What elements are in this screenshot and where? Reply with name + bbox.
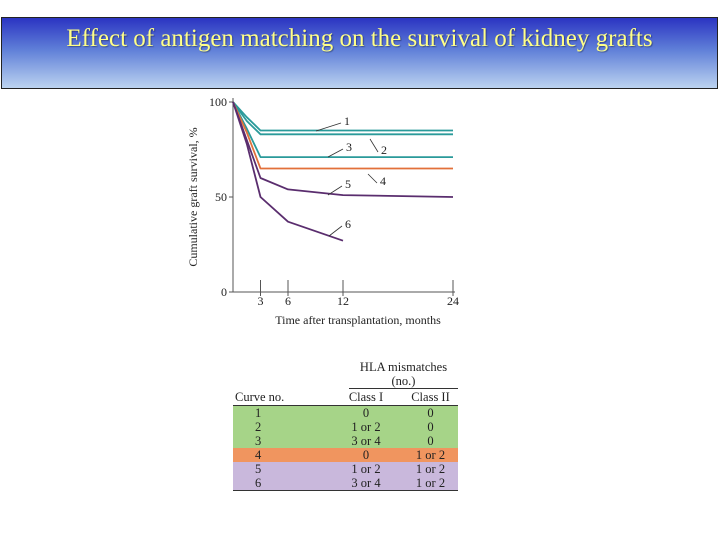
curve-number-cell: 5 [255, 462, 262, 476]
x-tick-label: 24 [447, 294, 459, 308]
class-one-header: Class I [329, 389, 403, 406]
curve-no-header: Curve no. [233, 389, 329, 406]
class-two-cell: 0 [427, 420, 434, 434]
hla-mismatches-header: HLA mismatches (no.) [349, 360, 458, 389]
table-row: 1 0 0 [233, 405, 458, 420]
y-tick-label: 0 [221, 285, 227, 299]
hla-mismatch-table: HLA mismatches (no.) Curve no. Class I C… [233, 360, 458, 491]
curve-number-cell: 3 [255, 434, 262, 448]
x-tick-label: 12 [337, 294, 349, 308]
class-two-cell: 1 or 2 [415, 462, 446, 476]
table-row: 2 1 or 2 0 [233, 420, 458, 434]
table-group-header-row: HLA mismatches (no.) [233, 360, 458, 389]
curve-number-cell: 4 [255, 448, 262, 462]
class-two-cell: 1 or 2 [415, 448, 446, 462]
curve-label: 3 [346, 140, 352, 154]
curve-label: 4 [380, 174, 386, 188]
class-one-cell: 1 or 2 [351, 462, 381, 476]
table-row: 3 3 or 4 0 [233, 434, 458, 448]
curve-label-leader [367, 173, 378, 184]
class-one-cell: 1 or 2 [351, 420, 381, 434]
curve-label-leader [315, 122, 342, 132]
curve-label: 2 [381, 143, 387, 157]
class-one-cell: 0 [362, 448, 370, 462]
class-two-cell: 1 or 2 [403, 476, 458, 491]
slide-title-bar: Effect of antigen matching on the surviv… [1, 17, 718, 89]
y-axis-title: Cumulative graft survival, % [186, 127, 200, 266]
slide-title: Effect of antigen matching on the surviv… [66, 25, 653, 52]
table-row: 4 0 1 or 2 [233, 448, 458, 462]
curve-number-cell: 1 [255, 406, 262, 420]
class-one-cell: 3 or 4 [351, 434, 381, 448]
series-line-1 [232, 101, 453, 132]
class-one-cell: 0 [362, 406, 370, 420]
series-line-5 [232, 101, 454, 198]
curve-label: 1 [344, 114, 350, 128]
curve-label-leader [328, 225, 343, 237]
curve-number-cell: 2 [255, 420, 262, 434]
series-line-4 [232, 101, 453, 170]
y-tick-label: 50 [215, 190, 227, 204]
series-line-2 [232, 101, 453, 136]
class-two-cell: 0 [427, 406, 434, 420]
curve-label-leader [369, 138, 379, 153]
table-column-header-row: Curve no. Class I Class II [233, 389, 458, 406]
y-tick-label: 100 [209, 95, 227, 109]
series-line-3 [232, 101, 453, 158]
curve-label-leader [327, 148, 344, 158]
x-axis-title: Time after transplantation, months [275, 313, 441, 327]
class-two-header: Class II [403, 389, 458, 406]
series-line-6 [232, 101, 344, 242]
curve-number-cell: 6 [233, 476, 329, 491]
x-tick-label: 3 [258, 294, 264, 308]
class-two-cell: 0 [427, 434, 434, 448]
x-tick-label: 6 [285, 294, 291, 308]
curve-label: 6 [345, 217, 351, 231]
class-one-cell: 3 or 4 [329, 476, 403, 491]
table-row: 5 1 or 2 1 or 2 [233, 462, 458, 476]
curve-label: 5 [345, 177, 351, 191]
curve-label-leader [327, 185, 343, 196]
table-row: 6 3 or 4 1 or 2 [233, 476, 458, 491]
